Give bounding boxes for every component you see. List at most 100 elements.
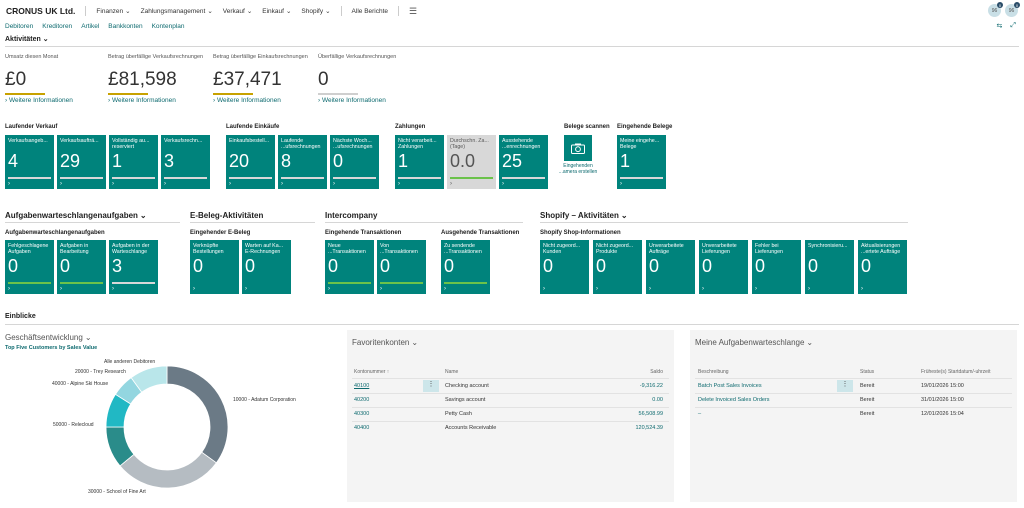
account-balance[interactable]: 0.00 [652,397,663,403]
tile-my-incoming-documents[interactable]: Meine eingehe... Belege 1 › [617,135,666,189]
tile-outstanding-invoices[interactable]: Ausstehende ...enrechnungen 25 › [499,135,548,189]
tile-updated-orders[interactable]: Aktualisierungen ...ertete Aufträge 0 › [858,240,907,294]
account-balance[interactable]: 56,508.99 [638,411,663,417]
column-header-status[interactable]: Status [860,369,875,375]
menu-finanzen[interactable]: Finanzen ⌄ [96,7,130,16]
tile-unmapped-products[interactable]: Nicht zugeord... Produkte 0 › [593,240,642,294]
donut-slice[interactable] [119,451,217,489]
row-actions-icon[interactable]: ⋮ [423,380,439,392]
menu-einkauf[interactable]: Einkauf ⌄ [262,7,291,16]
column-header-name[interactable]: Name [445,369,459,375]
account-no-link[interactable]: 40100 [354,383,370,389]
job-description-link[interactable]: Batch Post Sales Invoices [698,383,762,389]
tile-linked-orders[interactable]: Verknüpfte Bestellungen 0 › [190,240,239,294]
account-no-link[interactable]: 40300 [354,411,370,417]
scan-document-button[interactable] [564,135,592,161]
tile-fully-reserved[interactable]: Vollständig au... reserviert 1 › [109,135,158,189]
subnav-kreditoren[interactable]: Kreditoren [42,23,73,30]
job-queue-header[interactable]: Meine Aufgabenwarteschlange ⌄ [695,338,813,347]
tile-unprocessed-shipments[interactable]: Unverarbeitete Lieferungen 0 › [699,240,748,294]
donut-slice[interactable] [130,365,168,393]
tile-unprocessed-payments[interactable]: Nicht verarbeit... Zahlungen 1 › [395,135,444,189]
kpi-value[interactable]: £37,471 [213,69,282,90]
subnav-artikel[interactable]: Artikel [81,23,100,30]
tile-unmapped-customers[interactable]: Nicht zugeord... Kunden 0 › [540,240,589,294]
column-header-start[interactable]: Früheste(s) Startdatum/-uhrzeit [921,369,991,375]
tile-value: 0 [702,256,713,276]
tile-failed-tasks[interactable]: Fehlgeschlagene Aufgaben 0 › [5,240,54,294]
avatar[interactable]: 96 0 [988,2,1003,17]
tile-to-send-ic-transactions[interactable]: Zu sendende ...Transaktionen 0 › [441,240,490,294]
scan-caption[interactable]: Eingehenden ...amera erstellen [558,163,598,175]
tile-purchase-orders[interactable]: Einkaufsbestell... 20 › [226,135,275,189]
column-header-account-no[interactable]: Kontonummer ↑ [354,369,390,375]
subnav-kontenplan[interactable]: Kontenplan [151,23,185,30]
tile-bar [112,282,155,284]
job-description-link[interactable]: Delete Invoiced Sales Orders [698,397,770,403]
favorites-header[interactable]: Favoritenkonten ⌄ [352,338,418,347]
account-name: Checking account [445,383,489,389]
tile-shipment-errors[interactable]: Fehler bei Lieferungen 0 › [752,240,801,294]
avatar[interactable]: 96 0 [1005,2,1020,17]
company-name[interactable]: CRONUS UK Ltd. [6,6,76,16]
subnav-debitoren[interactable]: Debitoren [5,23,34,30]
e-document-header[interactable]: E-Beleg-Aktivitäten [190,211,263,220]
expand-icon[interactable]: ⤢ [1010,22,1016,29]
more-info-link[interactable]: › Weitere Informationen [213,97,281,104]
menu-shopify[interactable]: Shopify ⌄ [301,7,330,16]
business-chart-header[interactable]: Geschäftsentwicklung ⌄ [5,333,92,342]
tile-tasks-in-queue[interactable]: Aufgaben in der Warteschlange 3 › [109,240,158,294]
tile-new-ic-transactions[interactable]: Neue ...Transaktionen 0 › [325,240,374,294]
kpi-label: Betrag überfällige Einkaufsrechnungen [213,54,308,60]
tile-next-week-purchase-invoices[interactable]: Nächste Woch... ...ufsrechnungen 0 › [330,135,379,189]
account-balance[interactable]: 120,524.39 [635,425,663,431]
chevron-right-icon: › [60,181,62,187]
kpi-value[interactable]: £0 [5,69,27,90]
tile-label: Nicht zugeord... Kunden [543,243,581,255]
menu-label: Verkauf [222,7,245,15]
tile-sales-orders[interactable]: Verkaufsaufträ... 29 › [57,135,106,189]
tile-bar [60,177,103,179]
tile-waiting-e-invoices[interactable]: Warten auf Ka... E-Rechnungen 0 › [242,240,291,294]
more-info-link[interactable]: › Weitere Informationen [108,97,176,104]
tile-value: 4 [8,151,19,171]
shopify-activities-header[interactable]: Shopify – Aktivitäten ⌄ [540,211,628,220]
tile-unprocessed-orders[interactable]: Unverarbeitete Aufträge 0 › [646,240,695,294]
tile-label: Ausstehende ...enrechnungen [502,138,541,150]
kpi-value[interactable]: 0 [318,69,329,90]
column-header-description[interactable]: Beschreibung [698,369,729,375]
kpi-indicator-bar [5,93,45,95]
account-balance[interactable]: -9,316.22 [639,383,663,389]
account-name: Savings account [445,397,486,403]
activities-header[interactable]: Aktivitäten ⌄ [5,35,49,44]
tile-value: 0 [755,256,766,276]
tile-value: 0 [649,256,660,276]
personalize-icon[interactable]: ⇆ [996,23,1003,30]
tile-from-ic-transactions[interactable]: Von ...Transaktionen 0 › [377,240,426,294]
account-no-link[interactable]: 40200 [354,397,370,403]
column-header-balance[interactable]: Saldo [650,369,663,375]
tile-label: Fehler bei Lieferungen [755,243,783,255]
chevron-right-icon: › [112,181,114,187]
tile-ongoing-purchase-invoices[interactable]: Laufende ...ufsrechnungen 8 › [278,135,327,189]
donut-slice[interactable] [166,365,229,464]
more-info-link[interactable]: › Weitere Informationen [5,97,73,104]
hamburger-menu-icon[interactable]: ☰ [409,5,418,16]
job-queue-tasks-header[interactable]: Aufgabenwarteschlangenaufgaben ⌄ [5,211,147,220]
more-info-link[interactable]: › Weitere Informationen [318,97,386,104]
tile-sales-invoices[interactable]: Verkaufsrechn... 3 › [161,135,210,189]
subnav-bankkonten[interactable]: Bankkonten [108,23,143,30]
job-description-link[interactable]: _ [698,409,702,415]
menu-zahlungsmanagement[interactable]: Zahlungsmanagement ⌄ [141,7,213,16]
tile-sales-quotes[interactable]: Verkaufsangeb... 4 › [5,135,54,189]
tile-avg-collection-days[interactable]: Durchschn. Za... (Tage) 0.0 › [447,135,496,189]
row-actions-icon[interactable]: ⋮ [837,380,853,392]
kpi-value[interactable]: £81,598 [108,69,177,90]
chart-subtitle[interactable]: Top Five Customers by Sales Value [5,345,98,351]
tile-sync-errors[interactable]: Synchronisieru... 0 › [805,240,854,294]
intercompany-header[interactable]: Intercompany [325,211,377,220]
menu-verkauf[interactable]: Verkauf ⌄ [222,7,253,16]
tile-tasks-in-progress[interactable]: Aufgaben in Bearbeitung 0 › [57,240,106,294]
menu-all-reports[interactable]: Alle Berichte [351,7,389,15]
account-no-link[interactable]: 40400 [354,425,370,431]
